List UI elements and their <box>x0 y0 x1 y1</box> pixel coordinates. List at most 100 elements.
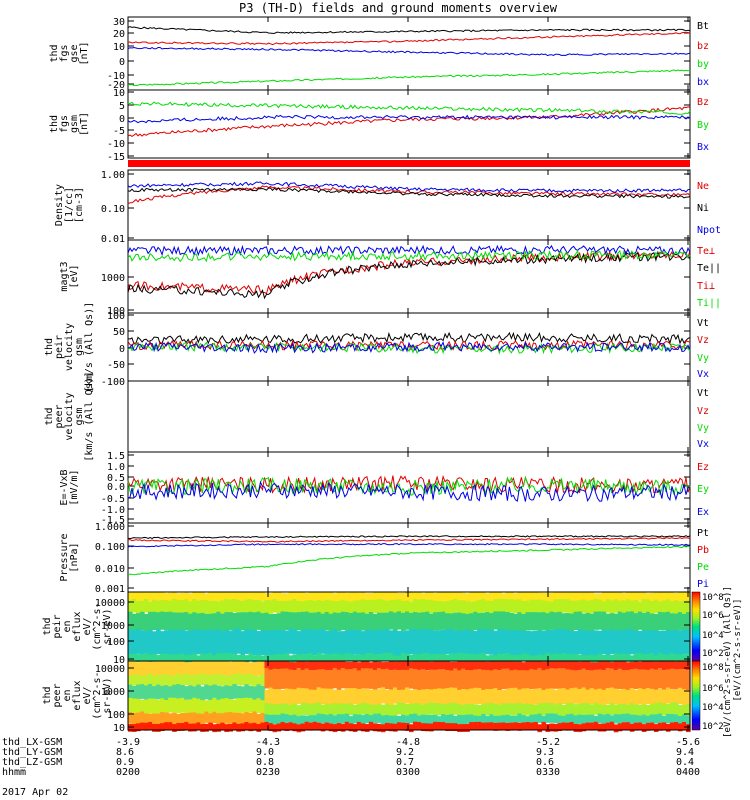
spectrogram-cell <box>545 613 551 632</box>
spectrogram-cell <box>264 654 270 663</box>
y-axis-label: thd <box>44 407 55 425</box>
spectrogram-cell <box>404 661 410 671</box>
spectrogram-cell <box>372 630 378 656</box>
spectrogram-cell <box>625 689 631 707</box>
spectrogram-cell <box>380 662 386 672</box>
spectrogram-cell <box>465 703 470 716</box>
spectrogram-cell <box>533 722 539 730</box>
spectrogram-cell <box>657 652 663 661</box>
y-axis-label: E=-VxB <box>59 469 70 505</box>
series-line-p3-Ni <box>127 187 691 199</box>
spectrogram-cell <box>585 592 591 602</box>
spectrogram-cell <box>308 629 314 655</box>
spectrogram-cell <box>577 714 583 724</box>
y-tick-label: -15 <box>107 152 125 163</box>
spectrogram-cell <box>212 613 217 632</box>
spectrogram-cell <box>152 713 157 725</box>
spectrogram-cell <box>276 661 282 671</box>
spectrogram-cell <box>593 669 599 691</box>
spectrogram-cell <box>425 703 430 716</box>
spectrogram-cell <box>232 712 237 725</box>
legend-entry: Te⊥ <box>697 246 715 257</box>
spectrogram-cell <box>296 705 302 718</box>
spectrogram-cell <box>565 629 571 655</box>
spectrogram-cell <box>629 714 635 724</box>
spectrogram-cell <box>509 630 514 656</box>
colorbar-tick-label: 10^2 <box>702 649 724 659</box>
colorbar-tick-label: 10^6 <box>702 684 724 694</box>
spectrogram-cell <box>453 598 458 613</box>
spectrogram-cell <box>352 668 358 689</box>
spectrogram-cell <box>312 655 318 664</box>
spectrogram-cell <box>372 592 378 602</box>
x-row-value: -5.2 <box>536 737 560 748</box>
spectrogram-cell <box>144 722 149 731</box>
spectrogram-cell <box>425 688 430 706</box>
spectrogram-cell <box>421 628 426 654</box>
spectrogram-cell <box>328 653 334 662</box>
spectrogram-cell <box>505 688 510 706</box>
spectrogram-cell <box>569 713 575 724</box>
spectrogram-cell <box>228 592 233 602</box>
spectrogram-cell <box>613 705 619 718</box>
spectrogram-cell <box>188 699 193 715</box>
x-row-value: 9.0 <box>256 747 274 758</box>
spectrogram-cell <box>517 713 522 723</box>
spectrogram-cell <box>681 721 687 730</box>
y-tick-label: 1000 <box>101 273 125 284</box>
spectrogram-cell <box>324 714 330 725</box>
spectrogram-cell <box>549 713 555 723</box>
x-row-value: 8.6 <box>116 747 134 758</box>
spectrogram-cell <box>597 630 603 656</box>
y-axis-label: peer <box>54 404 65 428</box>
spectrogram-cell <box>533 592 539 602</box>
spectrogram-cell <box>413 661 418 671</box>
spectrogram-cell <box>344 713 350 723</box>
spectrogram-cell <box>681 601 687 615</box>
spectrogram-cell <box>380 704 386 717</box>
spectrogram-cell <box>417 654 422 663</box>
spectrogram-cell <box>629 600 635 614</box>
spectrogram-cell <box>473 654 478 663</box>
spectrogram-cell <box>244 599 250 614</box>
spectrogram-cell <box>561 715 567 726</box>
spectrogram-cell <box>609 600 615 614</box>
spectrogram-cell <box>192 723 197 732</box>
spectrogram-cell <box>597 593 603 603</box>
y-axis-label: [km/s (All Qs)] <box>84 371 95 461</box>
spectrogram-cell <box>453 661 458 672</box>
y-tick-label: 10 <box>113 42 125 53</box>
spectrogram-cell <box>517 629 522 656</box>
spectrogram-cell <box>140 630 145 656</box>
spectrogram-cell <box>573 687 579 704</box>
spectrogram-cell <box>300 592 306 602</box>
spectrogram-cell <box>473 704 478 717</box>
spectrogram-cell <box>192 653 197 662</box>
spectrogram-cell <box>128 661 133 677</box>
spectrogram-cell <box>344 630 350 656</box>
spectrogram-cell <box>272 714 278 724</box>
spectrogram-cell <box>168 686 173 702</box>
x-row-value: 0.8 <box>256 757 274 768</box>
spectrogram-cell <box>364 613 370 632</box>
spectrogram-cell <box>645 715 651 726</box>
spectrogram-cell <box>513 661 518 671</box>
spectrogram-cell <box>356 662 362 672</box>
spectrogram-cell <box>240 600 246 615</box>
spectrogram-cell <box>232 722 237 731</box>
spectrogram-cell <box>360 661 366 671</box>
spectrogram-cell <box>296 661 302 671</box>
series-line-p8-Pt <box>127 535 691 540</box>
spectrogram-cell <box>372 713 378 724</box>
spectrogram-cell <box>533 661 539 671</box>
spectrogram-cell <box>356 592 362 602</box>
spectrogram-cell <box>132 630 137 656</box>
spectrogram-cell <box>481 652 486 661</box>
spectrogram-cell <box>457 661 462 671</box>
spectrogram-cell <box>216 685 221 701</box>
spectrogram-cell <box>429 669 434 690</box>
y-axis-label: Density <box>54 184 65 226</box>
spectrogram-cell <box>673 722 679 730</box>
spectrogram-cell <box>613 688 619 705</box>
